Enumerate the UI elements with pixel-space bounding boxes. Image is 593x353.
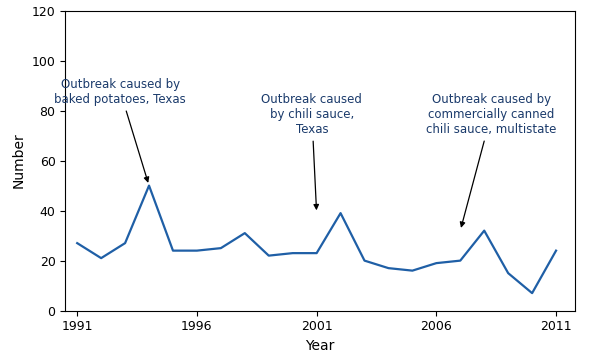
X-axis label: Year: Year [305, 339, 335, 353]
Text: Outbreak caused by
commercially canned
chili sauce, multistate: Outbreak caused by commercially canned c… [426, 92, 557, 227]
Text: Outbreak caused by
baked potatoes, Texas: Outbreak caused by baked potatoes, Texas [55, 78, 186, 182]
Y-axis label: Number: Number [12, 133, 26, 189]
Text: Outbreak caused
by chili sauce,
Texas: Outbreak caused by chili sauce, Texas [262, 92, 362, 209]
